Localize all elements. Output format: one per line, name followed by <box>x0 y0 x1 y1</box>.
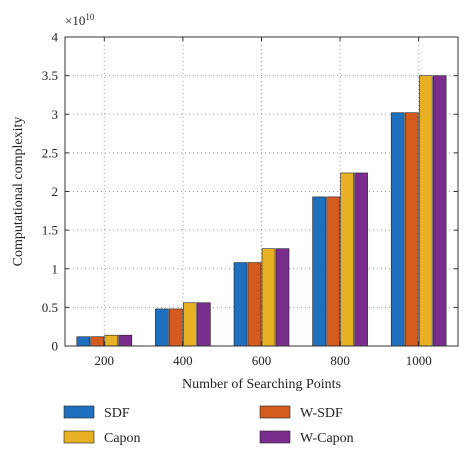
bar-sdf-400 <box>155 308 169 347</box>
y-tick-label: 2.5 <box>42 145 58 160</box>
bar-capon-200 <box>104 334 119 347</box>
legend-swatch-sdf <box>63 405 95 419</box>
bar-w-sdf-800 <box>326 196 340 347</box>
y-tick-label: 3 <box>52 107 59 122</box>
bar-w-capon-200 <box>118 334 133 347</box>
bar-sdf-1000 <box>390 112 405 347</box>
bar-w-sdf-600 <box>247 262 262 347</box>
y-axis-exponent-power: 10 <box>85 12 95 22</box>
x-axis-label: Number of Searching Points <box>182 377 341 392</box>
y-axis-exponent-base: ×10 <box>65 13 85 28</box>
x-tick-label: 200 <box>95 353 115 368</box>
bar-capon-1000 <box>418 75 433 347</box>
y-axis-exponent: ×1010 <box>65 12 95 28</box>
legend-label-capon: Capon <box>104 431 141 446</box>
legend: SDF W-SDF Capon W-Capon <box>63 405 354 446</box>
bar-w-sdf-200 <box>90 336 105 347</box>
bar-sdf-600 <box>233 262 248 347</box>
bar-sdf-800 <box>312 196 326 347</box>
bar-capon-800 <box>340 172 354 347</box>
x-tick-label: 1000 <box>406 353 432 368</box>
bar-w-capon-400 <box>197 302 211 347</box>
bar-capon-600 <box>261 248 276 347</box>
y-tick-label: 4 <box>52 30 59 45</box>
bar-w-capon-1000 <box>432 75 447 347</box>
bar-w-capon-800 <box>354 172 368 347</box>
bar-w-capon-600 <box>275 248 290 347</box>
y-tick-label: 1 <box>52 261 59 276</box>
y-tick-label: 1.5 <box>42 223 58 238</box>
bar-w-sdf-400 <box>169 308 183 347</box>
y-tick-label: 2 <box>52 184 59 199</box>
y-tick-label: 3.5 <box>42 68 58 83</box>
grid-lines <box>65 37 458 346</box>
x-tick-label: 400 <box>173 353 193 368</box>
y-tick-label: 0.5 <box>42 300 58 315</box>
legend-label-w-capon: W-Capon <box>300 431 354 446</box>
bar-sdf-200 <box>76 336 91 347</box>
legend-label-w-sdf: W-SDF <box>300 406 343 421</box>
y-axis-label: Computational complexity <box>11 117 26 267</box>
y-tick-label: 0 <box>52 339 59 354</box>
x-tick-label: 600 <box>252 353 272 368</box>
legend-swatch-w-capon <box>259 430 291 444</box>
bar-capon-400 <box>183 302 197 347</box>
bars <box>76 75 447 347</box>
x-tick-label: 800 <box>330 353 350 368</box>
bar-w-sdf-1000 <box>404 112 419 347</box>
legend-label-sdf: SDF <box>104 406 130 421</box>
legend-swatch-capon <box>63 430 95 444</box>
legend-swatch-w-sdf <box>259 405 291 419</box>
y-axis-ticks: 0 0.5 1 1.5 2 2.5 3 3.5 4 <box>42 30 458 354</box>
x-axis-ticks: 200 400 600 800 1000 <box>95 37 432 368</box>
